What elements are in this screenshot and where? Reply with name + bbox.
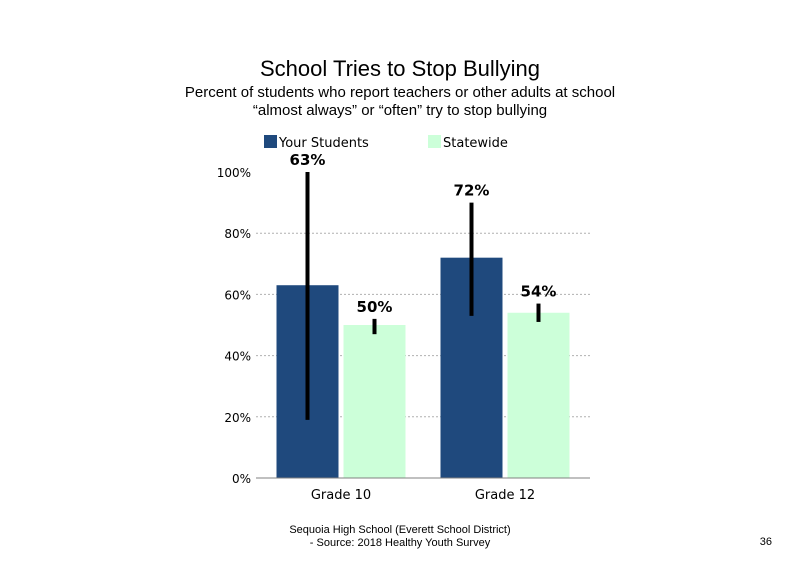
y-tick-label: 100% — [217, 166, 251, 180]
legend-label: Statewide — [443, 136, 508, 151]
y-tick-label: 80% — [224, 227, 251, 241]
x-category-label: Grade 10 — [311, 488, 371, 503]
legend-swatch — [264, 135, 277, 148]
y-tick-label: 60% — [224, 288, 251, 302]
legend-label: Your Students — [278, 136, 369, 151]
data-label: 54% — [521, 283, 557, 301]
data-label: 63% — [290, 151, 326, 169]
data-label: 72% — [454, 182, 490, 200]
chart-subtitle-line-2: “almost always” or “often” try to stop b… — [252, 102, 548, 119]
x-category-label: Grade 12 — [475, 488, 535, 503]
page-number: 36 — [759, 536, 772, 548]
bar-statewide — [507, 312, 570, 478]
y-tick-label: 40% — [224, 350, 251, 364]
data-label: 50% — [357, 298, 393, 316]
footer-school: Sequoia High School (Everett School Dist… — [289, 524, 511, 536]
chart-title: School Tries to Stop Bullying — [259, 56, 541, 81]
legend-swatch — [428, 135, 441, 148]
bar-statewide — [343, 325, 406, 478]
y-tick-label: 0% — [232, 472, 251, 486]
footer-source: - Source: 2018 Healthy Youth Survey — [309, 537, 491, 549]
chart-subtitle-line-1: Percent of students who report teachers … — [184, 84, 616, 101]
y-tick-label: 20% — [224, 411, 251, 425]
